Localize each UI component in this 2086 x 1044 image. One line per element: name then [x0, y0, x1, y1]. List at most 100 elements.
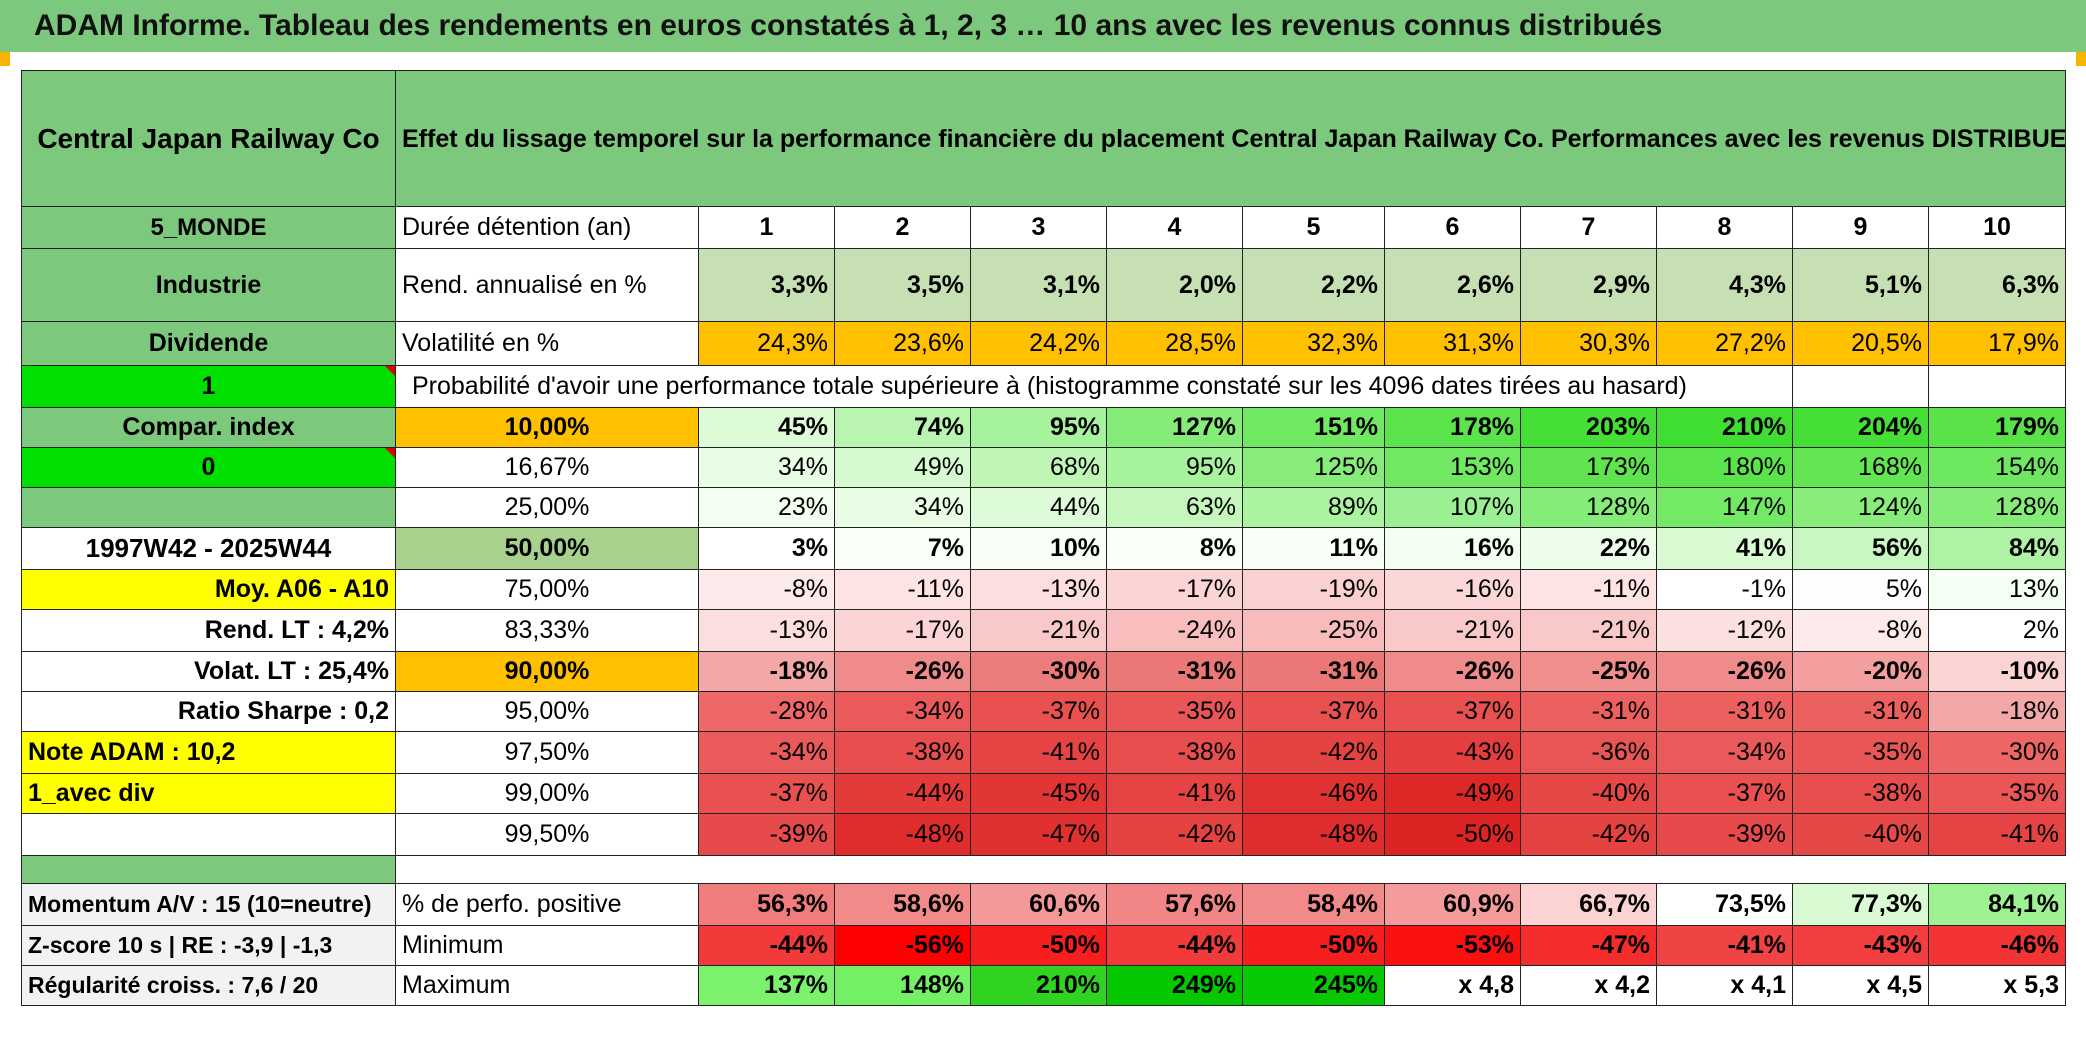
quantile-cell: -25%: [1520, 651, 1657, 692]
quantile-cell: -8%: [1792, 609, 1929, 652]
corner-marker: [2076, 52, 2086, 66]
return-cell: 5,1%: [1792, 248, 1929, 322]
quantile-cell: -49%: [1384, 773, 1521, 814]
quantile-cell: 8%: [1106, 527, 1243, 570]
positive-cell: 84,1%: [1928, 883, 2066, 926]
maximum-row: Régularité croiss. : 7,6 / 20 Maximum 13…: [21, 965, 2066, 1006]
return-cell: 2,0%: [1106, 248, 1243, 322]
maximum-cell: 245%: [1242, 965, 1385, 1006]
quantile-cell: -31%: [1656, 691, 1793, 732]
quantile-cell: -40%: [1792, 813, 1929, 856]
quantile-cell: -17%: [834, 609, 971, 652]
long-term-return: Rend. LT : 4,2%: [21, 609, 396, 652]
empty-cell: [21, 813, 396, 856]
minimum-label: Minimum: [395, 925, 699, 966]
quantile-cell: -36%: [1520, 731, 1657, 774]
maximum-cell: x 4,1: [1656, 965, 1793, 1006]
dividend-label: Dividende: [21, 321, 396, 366]
quantile-cell: -42%: [1520, 813, 1657, 856]
quantile-cell: 68%: [970, 447, 1107, 488]
quantile-cell: -28%: [698, 691, 835, 732]
minimum-cell: -41%: [1656, 925, 1793, 966]
quantile-cell: -35%: [1792, 731, 1929, 774]
quantile-cell: -31%: [1242, 651, 1385, 692]
sector-label: Industrie: [21, 248, 396, 322]
company-name: Central Japan Railway Co: [21, 70, 396, 207]
year-header: 3: [970, 206, 1107, 249]
quantile-label: 97,50%: [395, 731, 699, 774]
maximum-cell: x 4,5: [1792, 965, 1929, 1006]
quantile-cell: -20%: [1792, 651, 1929, 692]
year-header: 8: [1656, 206, 1793, 249]
quantile-cell: 179%: [1928, 407, 2066, 448]
quantile-cell: 210%: [1656, 407, 1793, 448]
quantile-cell: -11%: [1520, 569, 1657, 610]
sharpe-ratio: Ratio Sharpe : 0,2: [21, 691, 396, 732]
quantile-cell: -30%: [970, 651, 1107, 692]
quantile-cell: -39%: [1656, 813, 1793, 856]
quantile-cell: 41%: [1656, 527, 1793, 570]
return-cell: 4,3%: [1656, 248, 1793, 322]
zscore-label: Z-score 10 s | RE : -3,9 | -1,3: [21, 925, 396, 966]
minimum-cell: -56%: [834, 925, 971, 966]
momentum-label: Momentum A/V : 15 (10=neutre): [21, 883, 396, 926]
maximum-cell: 249%: [1106, 965, 1243, 1006]
quantile-cell: -31%: [1520, 691, 1657, 732]
option-one-cell[interactable]: 1: [21, 365, 396, 408]
quantile-cell: -48%: [834, 813, 971, 856]
quantile-cell: 11%: [1242, 527, 1385, 570]
volatility-cell: 32,3%: [1242, 321, 1385, 366]
quantile-cell: -26%: [1656, 651, 1793, 692]
performance-table: Central Japan Railway Co Effet du lissag…: [21, 70, 2066, 1006]
quantile-cell: -11%: [834, 569, 971, 610]
maximum-cell: 137%: [698, 965, 835, 1006]
quantile-cell: 74%: [834, 407, 971, 448]
quantile-cell: 22%: [1520, 527, 1657, 570]
quantile-cell: 127%: [1106, 407, 1243, 448]
minimum-cell: -47%: [1520, 925, 1657, 966]
quantile-label: 83,33%: [395, 609, 699, 652]
quantile-label: 90,00%: [395, 651, 699, 692]
quantile-cell: 168%: [1792, 447, 1929, 488]
quantile-row: 0 16,67% 34% 49% 68% 95% 125% 153% 173% …: [21, 447, 2066, 488]
quantile-cell: -21%: [1384, 609, 1521, 652]
quantile-row: Moy. A06 - A10 75,00% -8% -11% -13% -17%…: [21, 569, 2066, 610]
quantile-cell: -31%: [1106, 651, 1243, 692]
quantile-cell: 23%: [698, 487, 835, 528]
quantile-cell: 44%: [970, 487, 1107, 528]
quantile-cell: -39%: [698, 813, 835, 856]
return-cell: 3,1%: [970, 248, 1107, 322]
quantile-cell: -35%: [1106, 691, 1243, 732]
quantile-cell: -37%: [1656, 773, 1793, 814]
quantile-cell: 95%: [970, 407, 1107, 448]
quantile-cell: 45%: [698, 407, 835, 448]
quantile-cell: 16%: [1384, 527, 1521, 570]
quantile-cell: -35%: [1928, 773, 2066, 814]
maximum-cell: x 4,2: [1520, 965, 1657, 1006]
quantile-label: 25,00%: [395, 487, 699, 528]
quantile-row: 99,50% -39% -48% -47% -42% -48% -50% -42…: [21, 813, 2066, 856]
spacer-row: [21, 855, 2066, 884]
quantile-cell: -43%: [1384, 731, 1521, 774]
probability-row: 1 Probabilité d'avoir une performance to…: [21, 365, 2066, 408]
quantile-cell: -26%: [834, 651, 971, 692]
minimum-cell: -50%: [970, 925, 1107, 966]
adam-score: Note ADAM : 10,2: [21, 731, 396, 774]
volatility-cell: 28,5%: [1106, 321, 1243, 366]
maximum-cell: 210%: [970, 965, 1107, 1006]
quantile-cell: -47%: [970, 813, 1107, 856]
quantile-label: 16,67%: [395, 447, 699, 488]
quantile-cell: -34%: [698, 731, 835, 774]
maximum-cell: x 5,3: [1928, 965, 2066, 1006]
option-zero-cell[interactable]: 0: [21, 447, 396, 488]
quantile-row: 1_avec div 99,00% -37% -44% -45% -41% -4…: [21, 773, 2066, 814]
quantile-label: 95,00%: [395, 691, 699, 732]
quantile-row: Volat. LT : 25,4% 90,00% -18% -26% -30% …: [21, 651, 2066, 692]
quantile-cell: -37%: [970, 691, 1107, 732]
quantile-cell: -45%: [970, 773, 1107, 814]
quantile-cell: -13%: [970, 569, 1107, 610]
minimum-cell: -53%: [1384, 925, 1521, 966]
spacer-cell: [395, 855, 2066, 884]
volatility-cell: 30,3%: [1520, 321, 1657, 366]
quantile-row: Rend. LT : 4,2% 83,33% -13% -17% -21% -2…: [21, 609, 2066, 652]
